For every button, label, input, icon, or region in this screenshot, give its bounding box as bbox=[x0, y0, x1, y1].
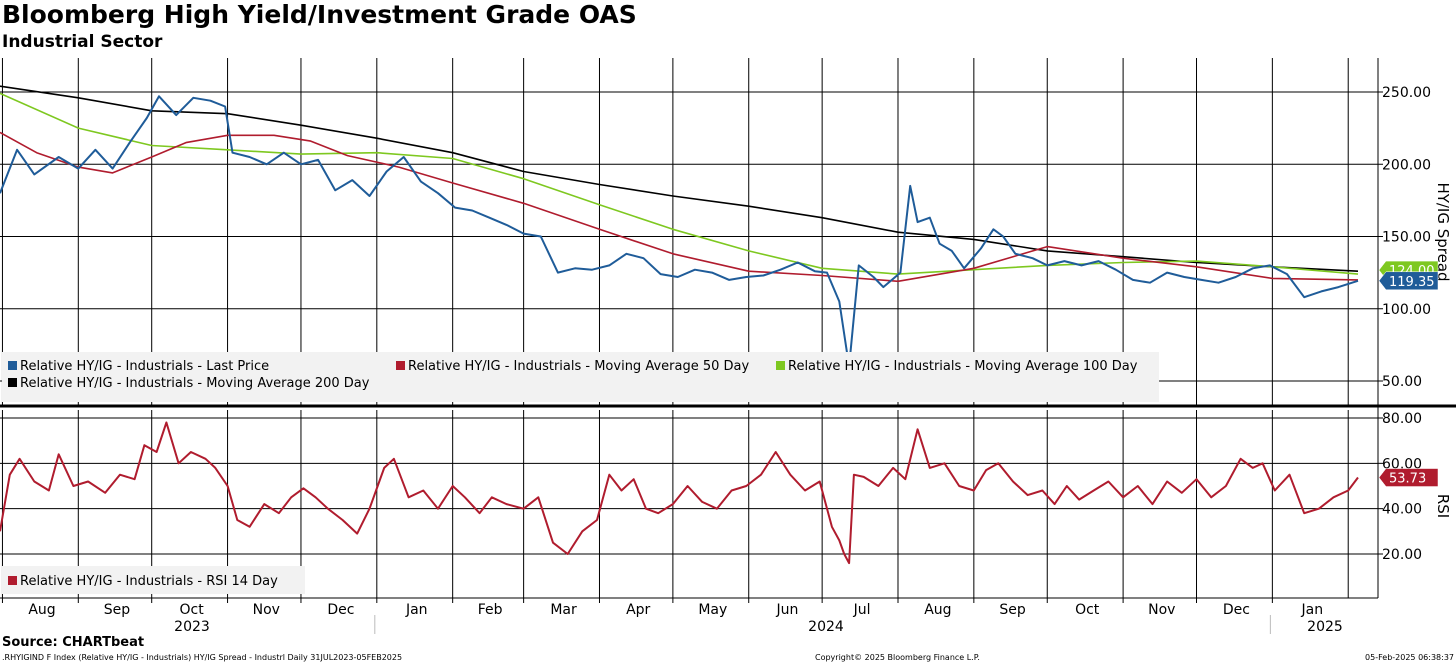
price-panel bbox=[0, 58, 1378, 405]
y-tick-label: 80.00 bbox=[1382, 411, 1422, 427]
x-tick-label: Jan bbox=[405, 602, 428, 618]
legend-swatch-ma50 bbox=[396, 361, 405, 370]
copyright-footer: Copyright© 2025 Bloomberg Finance L.P. bbox=[815, 653, 980, 662]
x-tick-label: Jun bbox=[776, 602, 799, 618]
x-tick-label: Nov bbox=[253, 602, 280, 618]
y-axis-title: HY/IG Spread bbox=[1434, 182, 1452, 281]
y-tick-label: 100.00 bbox=[1382, 302, 1431, 318]
last-value-rsi-tag-label: 53.73 bbox=[1389, 472, 1426, 487]
chart-title: Bloomberg High Yield/Investment Grade OA… bbox=[2, 0, 637, 29]
rsi-axis-title: RSI bbox=[1434, 494, 1452, 518]
x-year-label: 2023 bbox=[174, 619, 210, 635]
legend-label-ma200: Relative HY/IG - Industrials - Moving Av… bbox=[20, 376, 370, 391]
x-tick-label: Oct bbox=[180, 602, 205, 618]
x-tick-label: Aug bbox=[924, 602, 951, 618]
y-tick-label: 50.00 bbox=[1382, 374, 1422, 390]
x-year-label: 2025 bbox=[1307, 619, 1343, 635]
last-value-price-tag-label: 119.35 bbox=[1389, 275, 1435, 290]
x-tick-label: Mar bbox=[550, 602, 577, 618]
y-tick-label: 250.00 bbox=[1382, 85, 1431, 101]
x-tick-label: Dec bbox=[327, 602, 354, 618]
x-tick-label: Sep bbox=[104, 602, 131, 618]
legend-swatch-rsi bbox=[8, 576, 17, 585]
source-note: Source: CHARTbeat bbox=[2, 635, 145, 650]
x-tick-label: Jul bbox=[853, 602, 871, 618]
y-tick-label: 150.00 bbox=[1382, 230, 1431, 246]
x-tick-label: Jan bbox=[1300, 602, 1323, 618]
x-tick-label: Oct bbox=[1075, 602, 1100, 618]
x-tick-label: Apr bbox=[626, 602, 650, 618]
y-tick-label: 200.00 bbox=[1382, 157, 1431, 173]
legend-label-ma50: Relative HY/IG - Industrials - Moving Av… bbox=[408, 359, 749, 374]
series-line-rsi bbox=[0, 421, 1359, 565]
legend-swatch-last_price bbox=[8, 361, 17, 370]
rsi-legend-box bbox=[2, 566, 305, 594]
x-tick-label: Nov bbox=[1148, 602, 1175, 618]
x-tick-label: Aug bbox=[28, 602, 55, 618]
series-line-ma200 bbox=[0, 85, 1359, 272]
last-value-rsi-tag-box bbox=[1378, 468, 1439, 487]
ticker-footer: .RHYIGIND F Index (Relative HY/IG - Indu… bbox=[2, 653, 403, 662]
timestamp-footer: 05-Feb-2025 06:38:37 bbox=[1365, 653, 1454, 662]
legend-label-rsi: Relative HY/IG - Industrials - RSI 14 Da… bbox=[20, 574, 278, 589]
x-tick-label: Sep bbox=[999, 602, 1026, 618]
chart-subtitle: Industrial Sector bbox=[2, 32, 163, 52]
x-tick-label: May bbox=[698, 602, 727, 618]
x-tick-label: Dec bbox=[1223, 602, 1250, 618]
series-line-last_price bbox=[0, 95, 1359, 368]
series-line-ma50 bbox=[0, 131, 1359, 283]
series-line-ma100 bbox=[0, 92, 1359, 275]
legend-label-last_price: Relative HY/IG - Industrials - Last Pric… bbox=[20, 359, 269, 374]
price-legend-box bbox=[2, 352, 1159, 402]
x-year-label: 2024 bbox=[808, 619, 844, 635]
last-value-price-tag-box bbox=[1378, 271, 1439, 291]
legend-swatch-ma200 bbox=[8, 378, 17, 387]
x-tick-label: Feb bbox=[478, 602, 503, 618]
y-tick-label: 20.00 bbox=[1382, 547, 1422, 563]
legend-label-ma100: Relative HY/IG - Industrials - Moving Av… bbox=[788, 359, 1138, 374]
y-tick-label: 40.00 bbox=[1382, 502, 1422, 518]
legend-swatch-ma100 bbox=[776, 361, 785, 370]
